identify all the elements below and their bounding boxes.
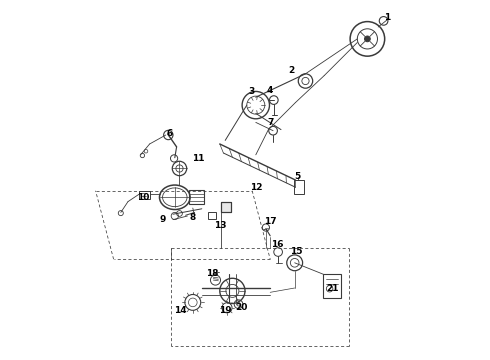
Text: 17: 17 [264,217,276,226]
Bar [294,180,304,194]
Text: 2: 2 [289,66,295,75]
Text: 8: 8 [190,213,196,222]
Text: 20: 20 [235,303,247,312]
Bar [220,202,231,212]
Text: 14: 14 [174,306,187,315]
Text: 5: 5 [294,172,300,181]
Text: 4: 4 [267,86,273,95]
Text: 3: 3 [248,87,255,96]
Text: 9: 9 [160,215,166,224]
Text: 11: 11 [192,154,204,163]
Text: 12: 12 [249,183,262,192]
Text: 13: 13 [214,220,226,230]
Circle shape [365,36,370,42]
Bar [189,190,204,204]
Text: 15: 15 [290,248,302,256]
Text: 16: 16 [271,240,284,249]
Bar [220,202,231,212]
Bar [139,191,149,199]
Text: 21: 21 [326,284,339,293]
Text: 10: 10 [137,193,149,202]
Text: 19: 19 [219,306,231,315]
Text: 6: 6 [166,129,172,138]
Text: 18: 18 [206,269,218,278]
Bar [208,212,216,219]
Text: 7: 7 [267,118,273,127]
Text: 1: 1 [384,13,391,22]
Bar [323,274,341,298]
